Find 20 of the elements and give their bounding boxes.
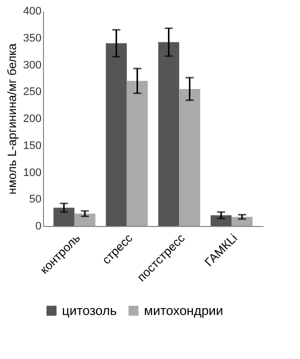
bar [126, 80, 148, 226]
bar [179, 88, 200, 226]
y-tick-label: 50 [29, 194, 42, 206]
y-tick-label: 400 [23, 6, 42, 18]
bar [106, 43, 127, 226]
legend-label: митохондрии [144, 302, 224, 318]
y-tick-label: 300 [23, 59, 42, 72]
bar [158, 42, 180, 226]
y-tick-label: 350 [23, 32, 42, 44]
y-tick-label: 250 [23, 86, 42, 98]
y-tick-label: 150 [23, 140, 42, 152]
y-tick-label: 0 [35, 220, 42, 232]
bar [74, 214, 96, 226]
y-tick-label: 200 [23, 113, 42, 125]
bar [232, 216, 253, 226]
bar [210, 215, 232, 226]
bar [53, 208, 74, 226]
legend-label: цитозоль [62, 302, 117, 318]
y-tick-label: 100 [23, 166, 42, 179]
y-axis-title: нмоль L-аргинина/мг белка [5, 43, 20, 195]
